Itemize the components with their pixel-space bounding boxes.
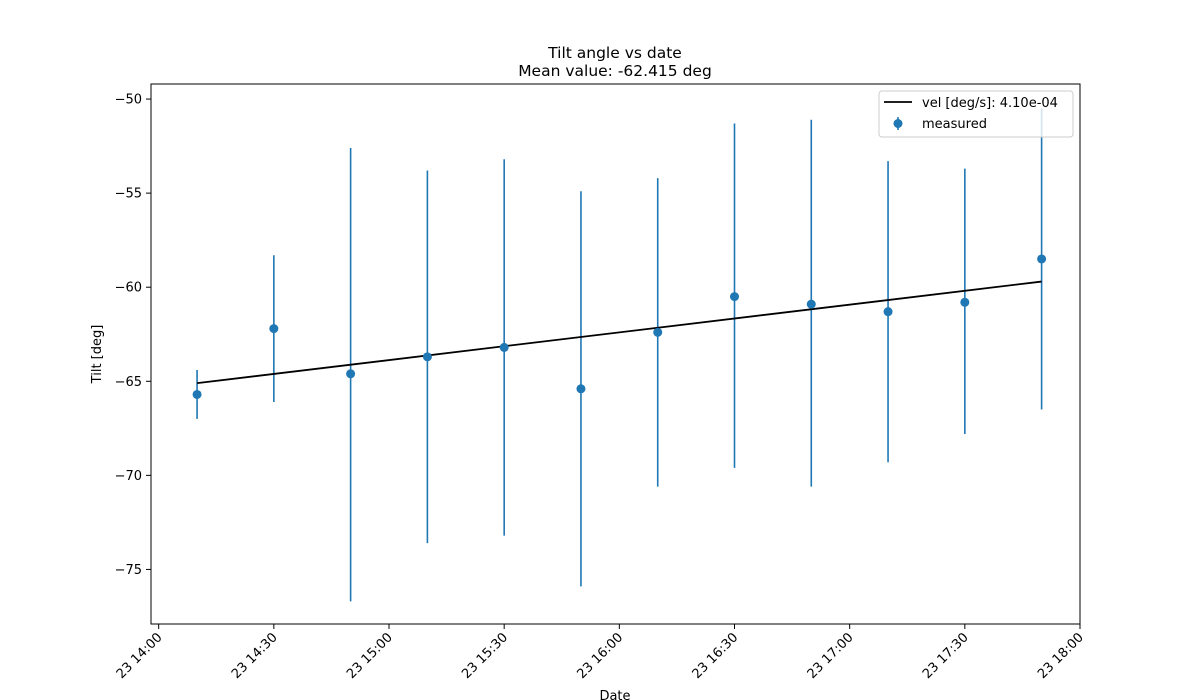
y-tick-label: −55 [115,187,142,202]
data-point [653,327,663,337]
data-point [883,307,893,317]
x-axis-label: Date [599,689,630,700]
data-point [806,299,816,309]
y-tick-label: −70 [115,469,142,484]
chart-subtitle: Mean value: -62.415 deg [518,62,712,80]
y-tick-label: −50 [115,93,142,108]
data-point [730,292,740,302]
legend-marker-swatch [893,119,903,128]
legend-label-fit: vel [deg/s]: 4.10e-04 [922,96,1058,111]
data-point [192,389,202,399]
y-tick-label: −65 [115,375,142,390]
data-point [576,384,586,394]
legend: vel [deg/s]: 4.10e-04 measured [878,90,1074,138]
data-point [1037,254,1047,264]
data-point [960,297,970,307]
data-point [269,324,279,334]
y-tick-label: −60 [115,281,142,296]
chart-title: Tilt angle vs date [547,44,682,62]
fit-line [196,280,1042,385]
data-point [499,342,509,352]
y-axis-label: Tilt [deg] [90,325,105,385]
legend-label-measured: measured [922,117,987,132]
plot-area [192,108,1047,602]
y-tick-label: −75 [115,563,142,578]
legend-box [878,90,1074,138]
plot-frame [150,83,1081,625]
data-point [422,352,432,362]
data-point [346,369,356,379]
